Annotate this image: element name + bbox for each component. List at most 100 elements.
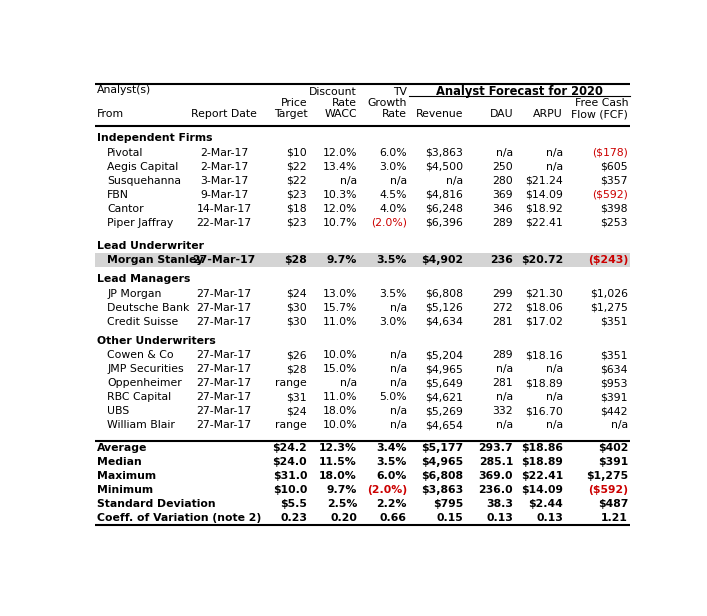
Text: ($592): ($592) [588, 485, 628, 495]
Text: Credit Suisse: Credit Suisse [107, 317, 178, 327]
Text: n/a: n/a [546, 162, 563, 172]
Text: Morgan Stanley: Morgan Stanley [107, 256, 204, 265]
Text: Piper Jaffray: Piper Jaffray [107, 217, 173, 228]
Text: 289: 289 [493, 351, 513, 360]
Text: $4,500: $4,500 [426, 162, 463, 172]
Text: Rate: Rate [332, 98, 357, 108]
Text: Flow (FCF): Flow (FCF) [571, 110, 628, 120]
Text: 18.0%: 18.0% [322, 407, 357, 416]
Text: 15.0%: 15.0% [322, 364, 357, 375]
Text: 27-Mar-17: 27-Mar-17 [192, 256, 256, 265]
Text: 9-Mar-17: 9-Mar-17 [200, 190, 248, 200]
Text: $23: $23 [286, 190, 308, 200]
Text: $4,654: $4,654 [426, 420, 463, 430]
Text: Aegis Capital: Aegis Capital [107, 162, 178, 172]
Bar [95, 253, 630, 267]
Text: 293.7: 293.7 [479, 443, 513, 453]
Text: (2.0%): (2.0%) [371, 217, 407, 228]
Text: $10.0: $10.0 [273, 485, 308, 495]
Text: $17.02: $17.02 [525, 317, 563, 327]
Text: 27-Mar-17: 27-Mar-17 [197, 289, 252, 299]
Text: $10: $10 [286, 148, 308, 158]
Text: $4,634: $4,634 [426, 317, 463, 327]
Text: $18: $18 [286, 204, 308, 214]
Text: 3.5%: 3.5% [377, 457, 407, 467]
Text: $402: $402 [597, 443, 628, 453]
Text: $18.89: $18.89 [525, 378, 563, 388]
Text: 12.0%: 12.0% [322, 148, 357, 158]
Text: Target: Target [274, 110, 308, 120]
Text: Growth: Growth [368, 98, 407, 108]
Text: Lead Underwriter: Lead Underwriter [97, 241, 204, 251]
Text: Cantor: Cantor [107, 204, 144, 214]
Text: $24: $24 [286, 289, 308, 299]
Text: $18.92: $18.92 [525, 204, 563, 214]
Text: $31.0: $31.0 [273, 471, 308, 480]
Text: 281: 281 [493, 317, 513, 327]
Text: 27-Mar-17: 27-Mar-17 [197, 303, 252, 313]
Text: n/a: n/a [340, 176, 357, 186]
Text: ($178): ($178) [592, 148, 628, 158]
Text: 27-Mar-17: 27-Mar-17 [197, 378, 252, 388]
Text: (2.0%): (2.0%) [367, 485, 407, 495]
Text: 236.0: 236.0 [479, 485, 513, 495]
Text: 3.5%: 3.5% [377, 256, 407, 265]
Text: 369.0: 369.0 [479, 471, 513, 480]
Text: 280: 280 [493, 176, 513, 186]
Text: Lead Managers: Lead Managers [97, 274, 190, 285]
Text: Revenue: Revenue [416, 110, 463, 120]
Text: 285.1: 285.1 [479, 457, 513, 467]
Text: 9.7%: 9.7% [327, 485, 357, 495]
Text: ($592): ($592) [592, 190, 628, 200]
Text: $23: $23 [286, 217, 308, 228]
Text: Analyst(s): Analyst(s) [97, 85, 151, 95]
Text: $14.09: $14.09 [521, 485, 563, 495]
Text: n/a: n/a [546, 148, 563, 158]
Text: 250: 250 [493, 162, 513, 172]
Text: 2-Mar-17: 2-Mar-17 [200, 148, 248, 158]
Text: Analyst Forecast for 2020: Analyst Forecast for 2020 [436, 84, 602, 97]
Text: $398: $398 [600, 204, 628, 214]
Text: $1,026: $1,026 [590, 289, 628, 299]
Text: $634: $634 [600, 364, 628, 375]
Text: 4.0%: 4.0% [379, 204, 407, 214]
Text: 0.13: 0.13 [486, 513, 513, 523]
Text: Report Date: Report Date [191, 110, 257, 120]
Text: 27-Mar-17: 27-Mar-17 [197, 407, 252, 416]
Text: 6.0%: 6.0% [379, 148, 407, 158]
Text: n/a: n/a [546, 420, 563, 430]
Text: Oppenheimer: Oppenheimer [107, 378, 182, 388]
Text: 346: 346 [493, 204, 513, 214]
Text: RBC Capital: RBC Capital [107, 392, 171, 402]
Text: 2.5%: 2.5% [327, 499, 357, 509]
Text: $953: $953 [600, 378, 628, 388]
Text: $391: $391 [598, 457, 628, 467]
Text: 2-Mar-17: 2-Mar-17 [200, 162, 248, 172]
Text: $31: $31 [286, 392, 308, 402]
Text: $28: $28 [284, 256, 308, 265]
Text: $22: $22 [286, 176, 308, 186]
Text: n/a: n/a [496, 392, 513, 402]
Text: 3.0%: 3.0% [379, 317, 407, 327]
Text: $5,177: $5,177 [421, 443, 463, 453]
Text: Cowen & Co: Cowen & Co [107, 351, 174, 360]
Text: $351: $351 [600, 351, 628, 360]
Text: 1.21: 1.21 [601, 513, 628, 523]
Text: 299: 299 [493, 289, 513, 299]
Text: $18.06: $18.06 [525, 303, 563, 313]
Text: $6,396: $6,396 [426, 217, 463, 228]
Text: 10.3%: 10.3% [322, 190, 357, 200]
Text: $22.41: $22.41 [525, 217, 563, 228]
Text: 38.3: 38.3 [486, 499, 513, 509]
Text: 13.0%: 13.0% [322, 289, 357, 299]
Text: $5,126: $5,126 [426, 303, 463, 313]
Text: $22: $22 [286, 162, 308, 172]
Text: 3.4%: 3.4% [376, 443, 407, 453]
Text: n/a: n/a [446, 176, 463, 186]
Text: 0.15: 0.15 [437, 513, 463, 523]
Text: 13.4%: 13.4% [322, 162, 357, 172]
Text: 27-Mar-17: 27-Mar-17 [197, 420, 252, 430]
Text: $4,965: $4,965 [426, 364, 463, 375]
Text: 10.0%: 10.0% [322, 420, 357, 430]
Text: 11.5%: 11.5% [320, 457, 357, 467]
